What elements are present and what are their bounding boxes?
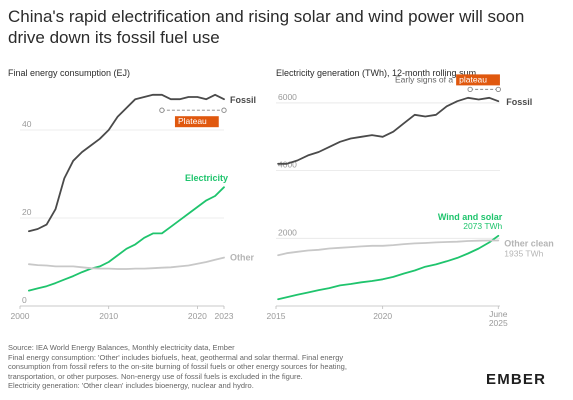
right-plateau-end-marker [495,86,501,93]
right-chart-subtitle: Electricity generation (TWh), 12-month r… [276,68,477,78]
left-x-tick-label: 2020 [188,311,207,321]
right-plateau-tag-bg [456,74,500,86]
left-plateau-end-marker [221,107,227,113]
left-chart-subtitle: Final energy consumption (EJ) [8,68,131,78]
chart-title: China's rapid electrification and rising… [8,7,525,47]
right-y-tick-label: 6000 [278,92,297,102]
right-plateau-tag: plateau [459,74,487,84]
footer-line: consumption from fossil refers to the on… [8,362,347,372]
right-x-tick-label: June [489,309,508,319]
footer-line: Electricity generation: 'Other clean' in… [8,381,254,391]
left-series-other-label: Other [230,253,255,263]
left-series-fossil-line [27,93,225,233]
left-y-tick-label: 40 [22,119,32,129]
right-x-tick-label: 2020 [373,311,392,321]
other-clean-value-label: 1935 TWh [504,249,543,259]
right-plateau-prefix: Early signs of a [395,74,453,84]
right-y-tick-label: 2000 [278,227,297,237]
left-plateau-tag: Plateau [178,116,207,126]
left-series-electricity-label: Electricity [185,173,228,183]
left-series-electricity-line [27,186,225,292]
left-x-tick-label: 2023 [215,311,234,321]
left-x-tick-label: 2010 [99,311,118,321]
left-x-tick-label: 2000 [11,311,30,321]
footer-notes: Source: IEA World Energy Balances, Month… [8,343,463,391]
right-x-tick-label: 2015 [267,311,286,321]
left-y-tick-label: 20 [22,207,32,217]
right-x-tick-label: 2025 [489,318,508,328]
left-series-fossil-label: Fossil [230,95,256,105]
right-series-other-clean-line [277,239,500,257]
right-series-other-clean-label: Other clean [504,239,554,249]
footer-line: Source: IEA World Energy Balances, Month… [8,343,235,352]
right-y-tick-label: 4000 [278,160,297,170]
left-y-tick-label: 0 [22,295,27,305]
left-series-other-line [27,256,225,270]
right-plateau-start-marker [467,86,473,93]
wind-solar-value-label: 2073 TWh [463,221,502,231]
right-series-wind-and-solar-line [277,234,500,301]
right-series-fossil-line [277,96,500,165]
right-series-fossil-label: Fossil [506,97,532,107]
footer-line: Final energy consumption: 'Other' includ… [8,352,344,362]
left-plateau-tag-bg [174,116,219,128]
left-plateau-start-marker [159,107,165,113]
footer-line: transportation, or other purposes. Non-e… [8,371,303,381]
ember-logo: EMBER [486,371,547,388]
right-series-wind-and-solar-label: Wind and solar [438,212,503,222]
